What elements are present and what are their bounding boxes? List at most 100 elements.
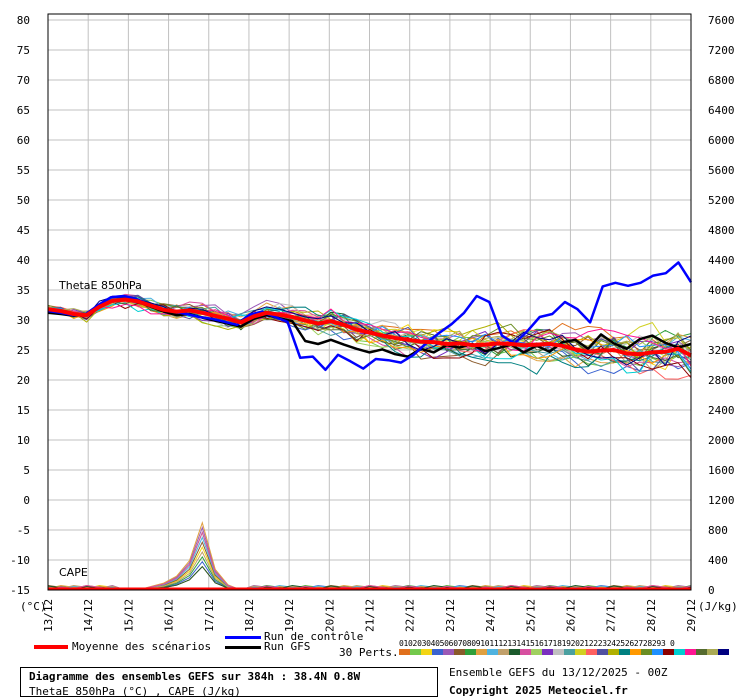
pert-swatch bbox=[597, 649, 608, 655]
pert-swatch bbox=[685, 649, 696, 655]
y2-tick-label: 2800 bbox=[708, 374, 735, 387]
y-tick-label: 30 bbox=[17, 314, 30, 327]
y-tick-label: 65 bbox=[17, 104, 30, 117]
y2-tick-label: 1600 bbox=[708, 464, 735, 477]
x-tick-label: 21/12 bbox=[364, 599, 377, 632]
y-tick-label: 70 bbox=[17, 74, 30, 87]
pert-swatch bbox=[487, 649, 498, 655]
theta-series-label: ThetaE 850hPa bbox=[58, 279, 142, 292]
pert-swatch bbox=[443, 649, 454, 655]
cape-series-label: CAPE bbox=[59, 566, 88, 579]
y2-tick-label: 3200 bbox=[708, 344, 735, 357]
pert-numbers: 0102030405060708091011121314151617181920… bbox=[399, 639, 675, 648]
pert-swatch bbox=[399, 649, 410, 655]
x-tick-label: 19/12 bbox=[283, 599, 296, 632]
x-tick-label: 27/12 bbox=[605, 599, 618, 632]
pert-swatch bbox=[696, 649, 707, 655]
y2-tick-label: 0 bbox=[708, 584, 715, 597]
pert-swatch bbox=[465, 649, 476, 655]
pert-line bbox=[47, 303, 692, 367]
y2-tick-label: 2400 bbox=[708, 404, 735, 417]
y-tick-label: 0 bbox=[23, 494, 30, 507]
legend-perts-label: 30 Perts. bbox=[339, 646, 399, 659]
pert-swatch bbox=[432, 649, 443, 655]
x-tick-label: 18/12 bbox=[243, 599, 256, 632]
x-tick-label: 24/12 bbox=[484, 599, 497, 632]
y-tick-label: 25 bbox=[17, 344, 30, 357]
pert-swatches bbox=[399, 649, 729, 655]
x-tick-label: 14/12 bbox=[82, 599, 95, 632]
x-tick-label: 25/12 bbox=[524, 599, 537, 632]
y-tick-label: 15 bbox=[17, 404, 30, 417]
pert-swatch bbox=[619, 649, 630, 655]
pert-swatch bbox=[454, 649, 465, 655]
pert-swatch bbox=[520, 649, 531, 655]
cape-lines bbox=[47, 520, 692, 591]
right-unit-label: (J/kg) bbox=[698, 600, 738, 613]
pert-swatch bbox=[608, 649, 619, 655]
pert-swatch bbox=[542, 649, 553, 655]
y2-tick-label: 7200 bbox=[708, 44, 735, 57]
y2-tick-label: 400 bbox=[708, 554, 728, 567]
x-tick-label: 17/12 bbox=[203, 599, 216, 632]
pert-swatch bbox=[498, 649, 509, 655]
legend-control-line bbox=[225, 636, 261, 639]
y-tick-label: 40 bbox=[17, 254, 30, 267]
pert-swatch bbox=[674, 649, 685, 655]
y-tick-label: 50 bbox=[17, 194, 30, 207]
pert-line bbox=[47, 298, 692, 374]
y2-tick-label: 7600 bbox=[708, 14, 735, 27]
y2-tick-label: 5600 bbox=[708, 164, 735, 177]
chart-grid bbox=[47, 14, 692, 591]
x-tick-label: 20/12 bbox=[323, 599, 336, 632]
y-tick-label: 10 bbox=[17, 434, 30, 447]
y-tick-label: 20 bbox=[17, 374, 30, 387]
y2-tick-label: 5200 bbox=[708, 194, 735, 207]
legend-gfs-line bbox=[225, 646, 261, 649]
legend-mean-label: Moyenne des scénarios bbox=[72, 640, 212, 653]
pert-swatch bbox=[410, 649, 421, 655]
copyright: Copyright 2025 Meteociel.fr bbox=[449, 684, 628, 697]
pert-line bbox=[47, 296, 692, 364]
y-tick-label: 60 bbox=[17, 134, 30, 147]
left-unit-label: (°C) bbox=[20, 600, 47, 613]
y-tick-label: 35 bbox=[17, 284, 30, 297]
y-tick-label: 5 bbox=[23, 464, 30, 477]
y2-tick-label: 6400 bbox=[708, 104, 735, 117]
footer-title: Diagramme des ensembles GEFS sur 384h : … bbox=[29, 670, 361, 683]
x-tick-label: 13/12 bbox=[42, 599, 55, 632]
x-tick-label: 15/12 bbox=[122, 599, 135, 632]
y-tick-label: 75 bbox=[17, 44, 30, 57]
pert-swatch bbox=[575, 649, 586, 655]
pert-swatch bbox=[531, 649, 542, 655]
y-tick-label: 55 bbox=[17, 164, 30, 177]
pert-swatch bbox=[586, 649, 597, 655]
x-tick-label: 29/12 bbox=[685, 599, 698, 632]
x-tick-label: 28/12 bbox=[645, 599, 658, 632]
pert-swatch bbox=[553, 649, 564, 655]
pert-swatch bbox=[564, 649, 575, 655]
y-tick-label: -15 bbox=[10, 584, 30, 597]
pert-swatch bbox=[663, 649, 674, 655]
legend-gfs-label: Run GFS bbox=[264, 640, 311, 653]
y2-tick-label: 4400 bbox=[708, 254, 735, 267]
cape-line bbox=[47, 531, 692, 591]
y2-tick-label: 4800 bbox=[708, 224, 735, 237]
pert-swatch bbox=[421, 649, 432, 655]
x-tick-label: 23/12 bbox=[444, 599, 457, 632]
y2-tick-label: 6000 bbox=[708, 134, 735, 147]
y-tick-label: -10 bbox=[10, 554, 30, 567]
y2-tick-label: 1200 bbox=[708, 494, 735, 507]
x-tick-label: 26/12 bbox=[564, 599, 577, 632]
pert-swatch bbox=[718, 649, 729, 655]
footer-subtitle: ThetaE 850hPa (°C) , CAPE (J/kg) bbox=[29, 685, 241, 698]
y2-tick-label: 2000 bbox=[708, 434, 735, 447]
x-tick-label: 16/12 bbox=[163, 599, 176, 632]
pert-swatch bbox=[509, 649, 520, 655]
plot-frame bbox=[47, 13, 692, 591]
legend-control-label: Run de contrôle bbox=[264, 630, 364, 643]
run-info: Ensemble GEFS du 13/12/2025 - 00Z bbox=[449, 666, 668, 679]
y-tick-label: 80 bbox=[17, 14, 30, 27]
